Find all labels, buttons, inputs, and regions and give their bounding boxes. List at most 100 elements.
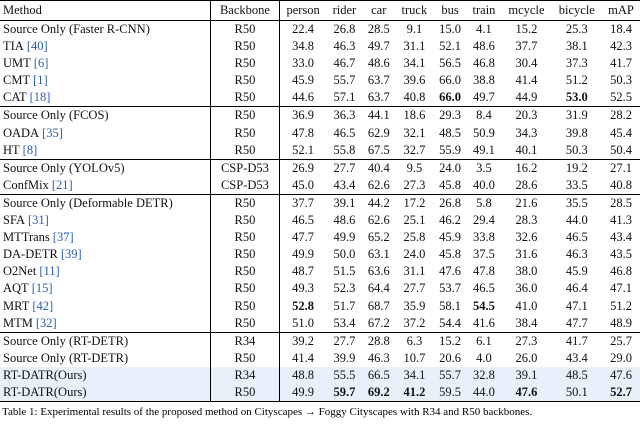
value-cell: 49.3: [292, 281, 315, 296]
value-cell: 63.7: [367, 73, 390, 88]
value-cell: 41.4: [292, 350, 315, 365]
value-cell: 66.5: [362, 366, 396, 384]
value-cell: 50.0: [333, 247, 356, 262]
value-cell: 41.2: [395, 383, 434, 403]
value-cell: 68.7: [367, 298, 390, 313]
value-cell: 37.3: [565, 56, 588, 71]
value-cell: 3.5: [466, 158, 502, 177]
value-cell: 17.2: [395, 193, 434, 213]
column-header: rider: [326, 0, 363, 21]
value-cell: 6.3: [395, 331, 434, 350]
citation: [31]: [28, 213, 49, 228]
table-row: Source Only (Faster R-CNN) R50 22.4 26.8 28.…: [0, 20, 640, 39]
citation: [37]: [52, 230, 74, 245]
citation: [11]: [39, 264, 60, 279]
table-row: RT-DATR(Ours) R34 48.8 55.5 66.5 34.1 55.7 32.8…: [0, 366, 640, 384]
value-cell: 46.5: [565, 230, 588, 245]
value-cell: 37.2: [403, 315, 426, 330]
method-name: AQT: [3, 281, 29, 296]
citation: [1]: [33, 73, 48, 88]
backbone-cell: R50: [210, 193, 280, 213]
value-cell: 35.9: [403, 298, 426, 313]
backbone-cell: R50: [210, 246, 280, 264]
value-cell: 41.7: [551, 331, 602, 350]
backbone-cell: R50: [210, 72, 280, 90]
table-row: O2Net [11] R50 48.7 51.5 63.6 31.1 47.6 47.8 38.0…: [0, 263, 640, 281]
value-cell: 47.6: [439, 264, 461, 279]
value-cell: 27.3: [403, 177, 426, 192]
value-cell: 31.9: [551, 106, 602, 125]
value-cell: 28.5: [602, 193, 640, 213]
value-cell: 33.0: [292, 56, 315, 71]
backbone-cell: R50: [210, 106, 280, 125]
value-cell: 69.2: [362, 383, 396, 403]
value-cell: 58.1: [439, 298, 461, 313]
value-cell: 51.5: [333, 264, 356, 279]
value-cell: 49.1: [473, 142, 495, 157]
method-name: UMT: [3, 56, 31, 71]
value-cell: 62.9: [367, 125, 390, 140]
value-cell: 21.6: [501, 193, 552, 213]
value-cell: 26.9: [279, 158, 327, 177]
value-cell: 57.1: [333, 90, 356, 105]
value-cell: 41.7: [610, 56, 632, 71]
backbone-cell: CSP-D53: [210, 158, 280, 177]
value-cell: 49.9: [292, 247, 315, 262]
citation: [21]: [51, 177, 73, 192]
value-cell: 28.5: [367, 22, 390, 36]
value-cell: 10.7: [403, 350, 426, 365]
method-cell: UMT [6]: [0, 55, 212, 73]
table-row: SFA [31] R50 46.5 48.6 62.6 25.1 46.2 29.4 28.3 44…: [0, 212, 640, 230]
value-cell: 4.0: [476, 350, 492, 365]
value-cell: 59.5: [433, 383, 467, 403]
value-cell: 48.6: [333, 213, 356, 228]
column-header: bicycle: [551, 0, 602, 21]
value-cell: 38.1: [565, 39, 588, 54]
value-cell: 51.2: [565, 73, 588, 88]
value-cell: 47.1: [610, 281, 632, 296]
citation: [18]: [29, 90, 51, 105]
caption: Table 1: Experimental results of the pro…: [2, 406, 533, 419]
header-row: Method Backbone person rider car truck bus trai…: [0, 0, 640, 21]
table-row: TIA [40] R50 34.8 46.3 49.7 31.1 52.1 48.6 37.7 38…: [0, 38, 640, 56]
value-cell: 63.6: [367, 264, 390, 279]
value-cell: 47.8: [292, 125, 315, 140]
table-row: Source Only (RT-DETR) R34 39.2 27.7 28.8 6.3 1…: [0, 331, 640, 350]
value-cell: 28.3: [515, 213, 538, 228]
table-row: ConfMix [21] CSP-D53 45.0 43.4 62.6 27.3 45.8 40…: [0, 176, 640, 195]
method-cell: OADA [35]: [0, 124, 212, 142]
method-name: DA-DETR: [3, 247, 58, 262]
table-row: OADA [35] R50 47.8 46.5 62.9 32.1 48.5 50.9 34.3 3…: [0, 124, 640, 142]
value-cell: 65.2: [367, 230, 390, 245]
table-row: DA-DETR [39] R50 49.9 50.0 63.1 24.0 45.8 37.5 31…: [0, 246, 640, 264]
method-name: Source Only (RT-DETR): [3, 350, 129, 365]
method-name: OADA: [3, 125, 40, 140]
value-cell: 62.6: [367, 177, 390, 192]
value-cell: 25.7: [602, 331, 640, 350]
value-cell: 29.3: [433, 106, 467, 125]
backbone-cell: R50: [210, 314, 280, 333]
value-cell: 55.7: [333, 73, 356, 88]
column-header: truck: [395, 0, 434, 21]
value-cell: 38.8: [473, 73, 495, 88]
value-cell: 54.5: [473, 298, 495, 313]
backbone-cell: R34: [210, 331, 280, 350]
value-cell: 37.7: [279, 193, 327, 213]
value-cell: 46.8: [610, 264, 632, 279]
value-cell: 43.4: [333, 177, 356, 192]
value-cell: 50.3: [565, 142, 588, 157]
column-header: mAP: [602, 0, 640, 21]
value-cell: 49.7: [473, 90, 495, 105]
citation: [39]: [60, 247, 82, 262]
method-name: CAT: [3, 90, 27, 105]
value-cell: 31.1: [403, 264, 426, 279]
method-cell: CAT [18]: [0, 89, 212, 107]
value-cell: 39.9: [333, 350, 356, 365]
value-cell: 36.9: [279, 106, 327, 125]
value-cell: 56.5: [439, 56, 461, 71]
value-cell: 41.3: [610, 213, 632, 228]
value-cell: 67.2: [367, 315, 390, 330]
value-cell: 48.9: [610, 315, 632, 330]
citation: [35]: [42, 125, 63, 140]
value-cell: 30.4: [515, 56, 538, 71]
